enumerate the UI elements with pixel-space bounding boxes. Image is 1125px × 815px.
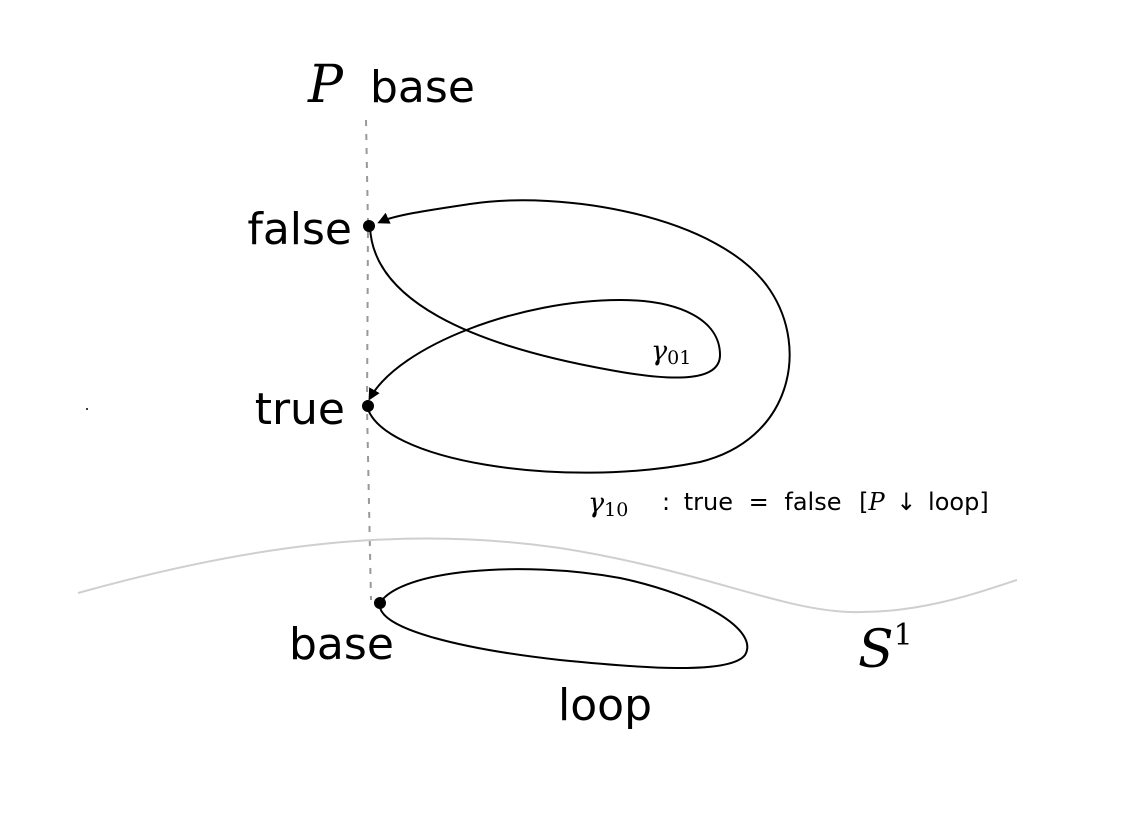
label-true: true	[255, 384, 345, 435]
label-base: base	[289, 619, 394, 670]
gamma10-rhs: false	[784, 488, 841, 516]
point-true	[362, 400, 374, 412]
gamma10-arrow: ↓	[896, 488, 916, 516]
loop-path	[378, 568, 749, 669]
label-loop: loop	[558, 680, 652, 731]
gamma01-path	[368, 225, 722, 401]
label-s1-exp: 1	[894, 618, 913, 653]
gamma10-label: γ10	[588, 488, 628, 521]
point-base	[374, 597, 386, 609]
gamma10-lhs: true	[684, 488, 733, 516]
gamma10-index: 10	[604, 499, 628, 521]
circle-s1-line	[77, 537, 1018, 614]
gamma10-over: loop	[928, 488, 979, 516]
gamma10-close: ]	[979, 488, 988, 516]
gamma01-symbol: γ	[651, 336, 668, 367]
gamma10-type: : true = false [P ↓ loop]	[662, 488, 989, 516]
gamma10-colon: :	[662, 488, 670, 516]
gamma01-index: 01	[667, 347, 691, 369]
fiber-title-symbol: P	[307, 55, 344, 115]
gamma01-label: γ01	[651, 336, 691, 369]
label-s1-symbol: S	[858, 620, 894, 680]
label-s1: S1	[858, 618, 913, 680]
point-false	[363, 220, 375, 232]
gamma10-eq: =	[749, 488, 769, 516]
label-false: false	[247, 204, 352, 255]
gamma10-fam: P	[868, 488, 886, 516]
fiber-dashed-line	[365, 119, 372, 601]
gamma10-symbol: γ	[588, 488, 605, 519]
fiber-title-word: base	[370, 62, 475, 113]
stray-dot	[86, 408, 88, 410]
gamma10-open: [	[859, 488, 868, 516]
gamma10-path	[366, 199, 791, 474]
